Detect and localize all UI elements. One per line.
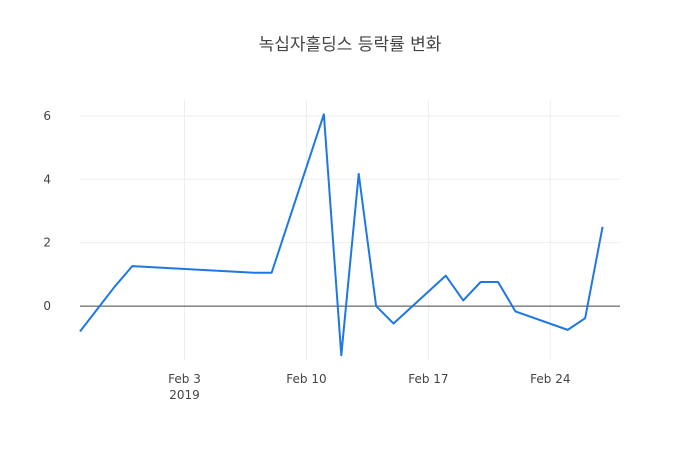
y-tick-label: 4 [43, 172, 51, 186]
axis-labels-layer: Feb 3 2019 Feb 10 Feb 17 Feb 24 0 2 4 6 [43, 109, 570, 402]
y-tick-label: 0 [43, 299, 51, 313]
y-tick-label: 2 [43, 236, 51, 250]
series-line [79, 113, 604, 357]
x-tick-label: Feb 3 [168, 372, 201, 386]
y-tick-label: 6 [43, 109, 51, 123]
x-tick-label: Feb 17 [408, 372, 448, 386]
grid-layer [80, 100, 620, 360]
series-layer [79, 113, 604, 357]
x-tick-label: Feb 10 [286, 372, 326, 386]
chart-title: 녹십자홀딩스 등락률 변화 [259, 35, 442, 55]
x-tick-label: Feb 24 [530, 372, 570, 386]
x-tick-sublabel: 2019 [169, 388, 200, 402]
